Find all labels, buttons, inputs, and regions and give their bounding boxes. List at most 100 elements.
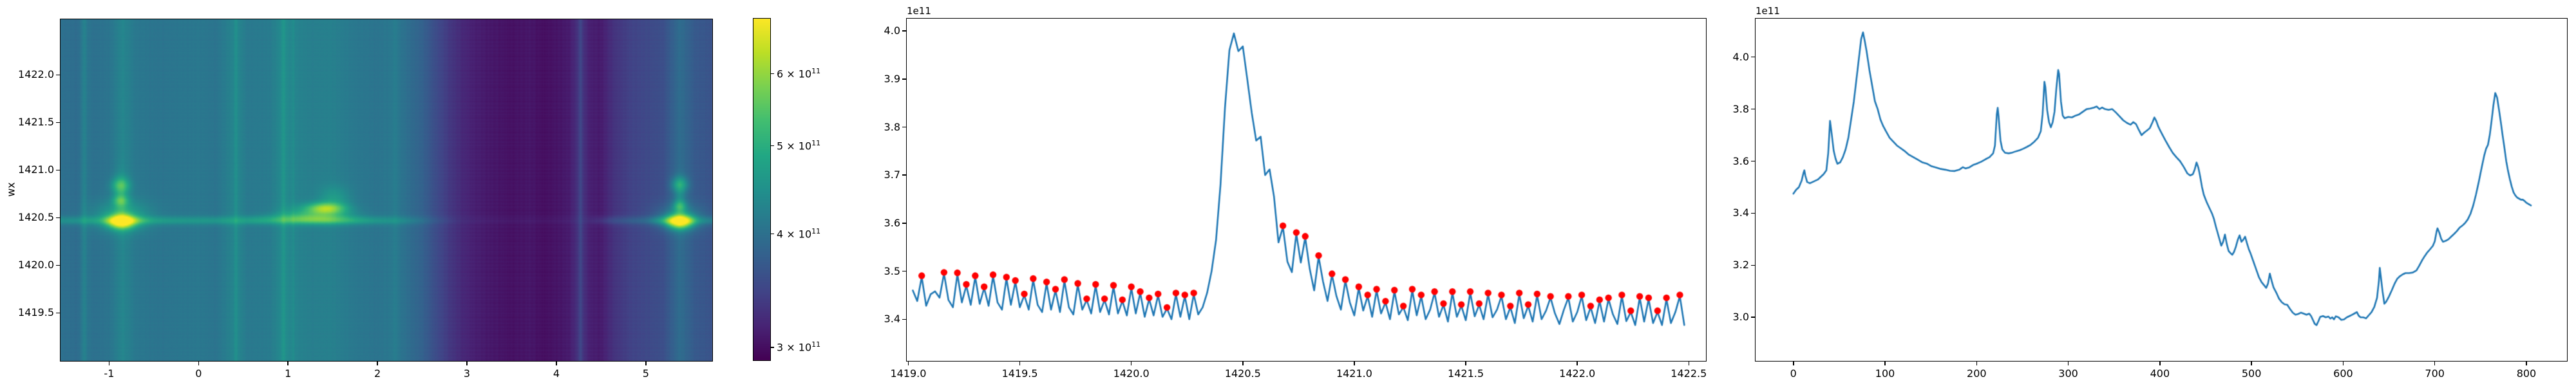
colorbar-tick-mark — [771, 233, 774, 235]
spectrum-y-tick-mark — [902, 318, 906, 320]
colorbar-tick-mark — [771, 73, 774, 75]
spectrum-x-tick-mark — [1577, 362, 1578, 365]
spectrum-y-tick-label: 4.0 — [884, 24, 900, 37]
waterfall-x-tick-label: 1 — [285, 367, 292, 380]
spectrum-x-tick-label: 1420.5 — [1224, 367, 1261, 380]
spectrum-x-tick-label: 1419.5 — [1001, 367, 1038, 380]
spectrum-x-tick-mark — [1465, 362, 1466, 365]
drift-y-tick-label: 3.2 — [1732, 259, 1749, 271]
colorbar-tick-label: 6 × 1011 — [777, 66, 821, 80]
spectrum-x-tick-mark — [1130, 362, 1132, 365]
waterfall-heatmap-image — [60, 19, 713, 362]
drift-x-tick-mark — [2342, 362, 2344, 365]
waterfall-x-tick-mark — [377, 362, 378, 365]
waterfall-y-tick-mark — [56, 169, 60, 171]
waterfall-y-tick-mark — [56, 217, 60, 219]
spectrum-x-tick-mark — [1242, 362, 1244, 365]
waterfall-x-tick-mark — [466, 362, 468, 365]
spectrum-x-tick-mark — [1019, 362, 1021, 365]
waterfall-y-tick-mark — [56, 264, 60, 266]
drift-x-tick-label: 500 — [2241, 367, 2262, 380]
drift-x-tick-mark — [2159, 362, 2161, 365]
spectrum-y-tick-label: 3.6 — [884, 216, 900, 229]
waterfall-x-tick-label: 0 — [195, 367, 202, 380]
drift-y-tick-label: 3.0 — [1732, 311, 1749, 324]
drift-y-tick-label: 3.4 — [1732, 207, 1749, 219]
spectrum-x-tick-mark — [1688, 362, 1690, 365]
spectrum-line-plot — [906, 18, 1707, 362]
drift-x-tick-mark — [2251, 362, 2252, 365]
spectrum-y-tick-mark — [902, 30, 906, 32]
spectrum-y-tick-mark — [902, 78, 906, 80]
drift-x-tick-label: 0 — [1790, 367, 1797, 380]
spectrum-x-tick-mark — [1354, 362, 1355, 365]
drift-x-tick-mark — [2434, 362, 2436, 365]
waterfall-x-tick-label: 5 — [642, 367, 649, 380]
waterfall-y-tick-mark — [56, 122, 60, 124]
waterfall-y-tick-mark — [56, 312, 60, 314]
drift-x-tick-mark — [1976, 362, 1978, 365]
drift-x-tick-mark — [1884, 362, 1886, 365]
drift-y-tick-mark — [1751, 56, 1755, 58]
spectrum-x-tick-label: 1419.0 — [890, 367, 927, 380]
spectrum-y-tick-mark — [902, 174, 906, 176]
spectrum-y-tick-label: 3.9 — [884, 72, 900, 85]
spectrum-y-tick-label: 3.7 — [884, 169, 900, 181]
spectrum-y-tick-mark — [902, 270, 906, 272]
spectrum-x-tick-label: 1422.5 — [1671, 367, 1707, 380]
waterfall-y-tick-mark — [56, 74, 60, 76]
spectrum-x-tick-mark — [907, 362, 909, 365]
drift-x-tick-label: 600 — [2333, 367, 2353, 380]
drift-y-tick-label: 4.0 — [1732, 50, 1749, 63]
waterfall-y-axis-label: wx — [5, 182, 17, 197]
colorbar-gradient — [753, 18, 771, 361]
drift-y-tick-mark — [1751, 212, 1755, 214]
drift-y-tick-label: 3.8 — [1732, 102, 1749, 115]
colorbar-tick-mark — [771, 145, 774, 147]
spectrum-x-tick-label: 1421.5 — [1448, 367, 1484, 380]
spectrum-y-tick-mark — [902, 223, 906, 224]
waterfall-x-tick-label: 4 — [553, 367, 560, 380]
spectrum-x-tick-label: 1420.0 — [1113, 367, 1150, 380]
waterfall-y-tick-label: 1422.0 — [18, 68, 54, 81]
drift-line-plot — [1755, 18, 2568, 362]
drift-y-tick-label: 3.6 — [1732, 154, 1749, 167]
waterfall-x-tick-mark — [645, 362, 647, 365]
spectrum-y-tick-label: 3.8 — [884, 120, 900, 133]
drift-y-tick-mark — [1751, 264, 1755, 266]
waterfall-x-tick-mark — [198, 362, 200, 365]
drift-y-tick-mark — [1751, 317, 1755, 318]
waterfall-x-tick-mark — [287, 362, 289, 365]
waterfall-y-tick-label: 1421.0 — [18, 163, 54, 176]
drift-x-tick-label: 800 — [2516, 367, 2537, 380]
waterfall-x-tick-label: 3 — [463, 367, 471, 380]
spectrum-y-tick-label: 3.4 — [884, 313, 900, 326]
drift-x-tick-label: 300 — [2058, 367, 2078, 380]
waterfall-y-tick-label: 1419.5 — [18, 306, 54, 319]
drift-x-tick-label: 200 — [1967, 367, 1987, 380]
colorbar-tick-label: 5 × 1011 — [777, 138, 821, 152]
drift-y-tick-mark — [1751, 108, 1755, 110]
drift-axis-offset-label: 1e11 — [1756, 5, 1780, 17]
drift-x-tick-label: 100 — [1875, 367, 1895, 380]
waterfall-y-tick-label: 1420.0 — [18, 259, 54, 271]
drift-y-tick-mark — [1751, 160, 1755, 162]
waterfall-x-tick-mark — [108, 362, 110, 365]
spectrum-axis-offset-label: 1e11 — [907, 5, 931, 17]
spectrum-x-tick-label: 1421.0 — [1336, 367, 1372, 380]
drift-x-tick-mark — [1793, 362, 1794, 365]
colorbar-tick-label: 3 × 1011 — [777, 340, 821, 354]
waterfall-y-tick-label: 1421.5 — [18, 116, 54, 129]
colorbar-tick-label: 4 × 1011 — [777, 226, 821, 240]
waterfall-x-tick-label: -1 — [104, 367, 115, 380]
waterfall-x-tick-label: 2 — [374, 367, 381, 380]
spectrum-x-tick-label: 1422.0 — [1559, 367, 1596, 380]
spectrum-y-tick-mark — [902, 126, 906, 128]
drift-x-tick-label: 400 — [2150, 367, 2170, 380]
drift-x-tick-label: 700 — [2425, 367, 2445, 380]
drift-x-tick-mark — [2067, 362, 2069, 365]
spectrum-y-tick-label: 3.5 — [884, 264, 900, 277]
waterfall-x-tick-mark — [556, 362, 557, 365]
waterfall-y-tick-label: 1420.5 — [18, 211, 54, 224]
